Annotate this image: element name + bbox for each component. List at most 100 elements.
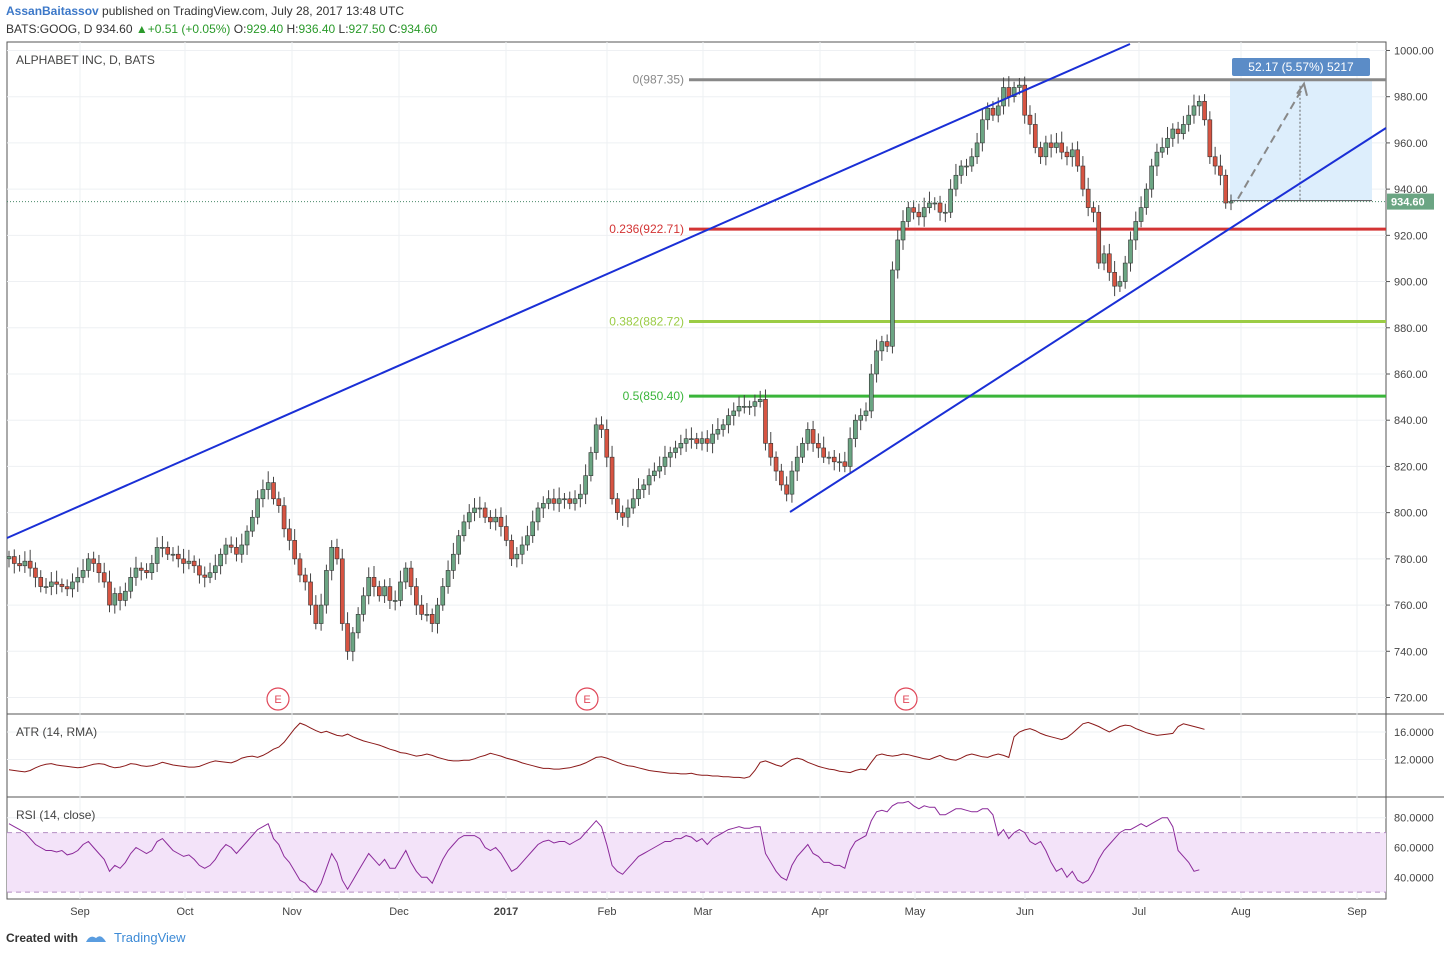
candle-body bbox=[276, 498, 282, 507]
y-tick-label: 860.00 bbox=[1394, 369, 1428, 381]
y-tick-label: 900.00 bbox=[1394, 277, 1428, 289]
candle-body bbox=[202, 574, 208, 578]
high-label: H: bbox=[283, 22, 299, 36]
candle-body bbox=[387, 586, 393, 601]
candle-body bbox=[509, 540, 514, 560]
candle-body bbox=[1043, 142, 1049, 158]
candle-body bbox=[86, 558, 91, 571]
close-label: C: bbox=[385, 22, 401, 36]
candle-body bbox=[38, 577, 44, 587]
earnings-marker-icon[interactable] bbox=[894, 687, 918, 711]
candle-body bbox=[17, 563, 22, 567]
candle-body bbox=[916, 211, 922, 218]
candle-body bbox=[821, 447, 826, 458]
candle-body bbox=[403, 567, 409, 583]
candle-body bbox=[1032, 124, 1038, 148]
last-price-label: 934.60 bbox=[1391, 197, 1425, 209]
rsi-series-line bbox=[8, 800, 1200, 893]
candle-body bbox=[250, 516, 255, 532]
x-tick-label: Sep bbox=[70, 906, 90, 918]
candle-body bbox=[1022, 84, 1027, 116]
candle-body bbox=[710, 433, 715, 444]
candle-body bbox=[694, 438, 700, 444]
candle-body bbox=[1175, 128, 1181, 134]
candle-body bbox=[816, 443, 821, 449]
y-tick-label: 960.00 bbox=[1394, 138, 1428, 150]
candle-body bbox=[1101, 253, 1107, 264]
candle-body bbox=[911, 207, 916, 213]
candle-body bbox=[324, 570, 329, 606]
candle-body bbox=[921, 207, 927, 218]
candle-body bbox=[461, 521, 467, 537]
candle-body bbox=[657, 466, 662, 472]
candle-body bbox=[371, 577, 377, 587]
candle-body bbox=[800, 443, 805, 458]
candle-body bbox=[33, 567, 38, 578]
candle-body bbox=[895, 239, 901, 271]
rsi-tick-label: 80.0000 bbox=[1394, 813, 1434, 825]
candle-body bbox=[980, 119, 985, 144]
symbol-label: BATS:GOOG, D 934.60 bbox=[6, 22, 136, 36]
candle-body bbox=[1027, 114, 1033, 125]
candle-body bbox=[540, 503, 546, 509]
earnings-marker-icon[interactable] bbox=[266, 687, 290, 711]
candle-body bbox=[165, 546, 171, 555]
candle-body bbox=[377, 586, 382, 597]
candle-body bbox=[752, 401, 758, 407]
y-tick-label: 840.00 bbox=[1394, 415, 1428, 427]
x-tick-label: Nov bbox=[282, 906, 302, 918]
candle-body bbox=[308, 581, 313, 606]
y-tick-label: 1000.00 bbox=[1394, 45, 1434, 57]
earnings-marker-icon[interactable] bbox=[575, 687, 599, 711]
candle-body bbox=[900, 221, 906, 241]
candle-body bbox=[260, 489, 266, 500]
candle-body bbox=[683, 438, 689, 444]
candle-body bbox=[662, 456, 668, 467]
candle-body bbox=[514, 553, 520, 560]
open-value: 929.40 bbox=[246, 22, 284, 36]
candle-body bbox=[451, 553, 456, 571]
fib-level-label: 0(987.35) bbox=[633, 73, 684, 87]
tradingview-brand[interactable]: TradingView bbox=[114, 930, 186, 945]
candle-body bbox=[551, 498, 557, 504]
y-tick-label: 780.00 bbox=[1394, 554, 1428, 566]
x-tick-label: May bbox=[905, 906, 926, 918]
candle-body bbox=[292, 540, 297, 560]
candle-body bbox=[572, 498, 578, 504]
open-label: O: bbox=[230, 22, 247, 36]
candle-body bbox=[689, 438, 694, 440]
x-tick-label: Jun bbox=[1016, 906, 1034, 918]
x-tick-label: Dec bbox=[389, 906, 409, 918]
atr-tick-label: 12.0000 bbox=[1394, 755, 1434, 767]
fib-level-label: 0.236(922.71) bbox=[609, 222, 684, 236]
candle-body bbox=[974, 142, 980, 158]
candle-body bbox=[456, 535, 461, 555]
candle-body bbox=[133, 567, 139, 578]
plot-frame bbox=[6, 41, 1387, 900]
candle-body bbox=[704, 438, 710, 444]
candle-body bbox=[525, 535, 530, 546]
candle-body bbox=[747, 406, 752, 408]
candle-body bbox=[123, 590, 128, 601]
x-tick-label: Feb bbox=[598, 906, 617, 918]
candle-body bbox=[101, 572, 107, 583]
candle-body bbox=[1154, 151, 1160, 167]
y-tick-label: 800.00 bbox=[1394, 508, 1428, 520]
candle-body bbox=[556, 498, 562, 504]
candle-body bbox=[609, 456, 615, 500]
candle-body bbox=[191, 560, 197, 567]
candle-body bbox=[890, 269, 895, 347]
candle-body bbox=[91, 558, 96, 564]
x-tick-label: Oct bbox=[176, 906, 193, 918]
rsi-title: RSI (14, close) bbox=[16, 808, 95, 822]
candle-body bbox=[615, 498, 620, 513]
publication-header: AssanBaitassov published on TradingView.… bbox=[6, 4, 404, 18]
candle-body bbox=[1048, 142, 1054, 148]
candle-body bbox=[768, 443, 774, 458]
atr-title: ATR (14, RMA) bbox=[16, 725, 97, 739]
candle-body bbox=[271, 482, 276, 500]
author-link[interactable]: AssanBaitassov bbox=[6, 4, 99, 18]
candle-body bbox=[265, 482, 271, 490]
candle-body bbox=[858, 415, 863, 421]
